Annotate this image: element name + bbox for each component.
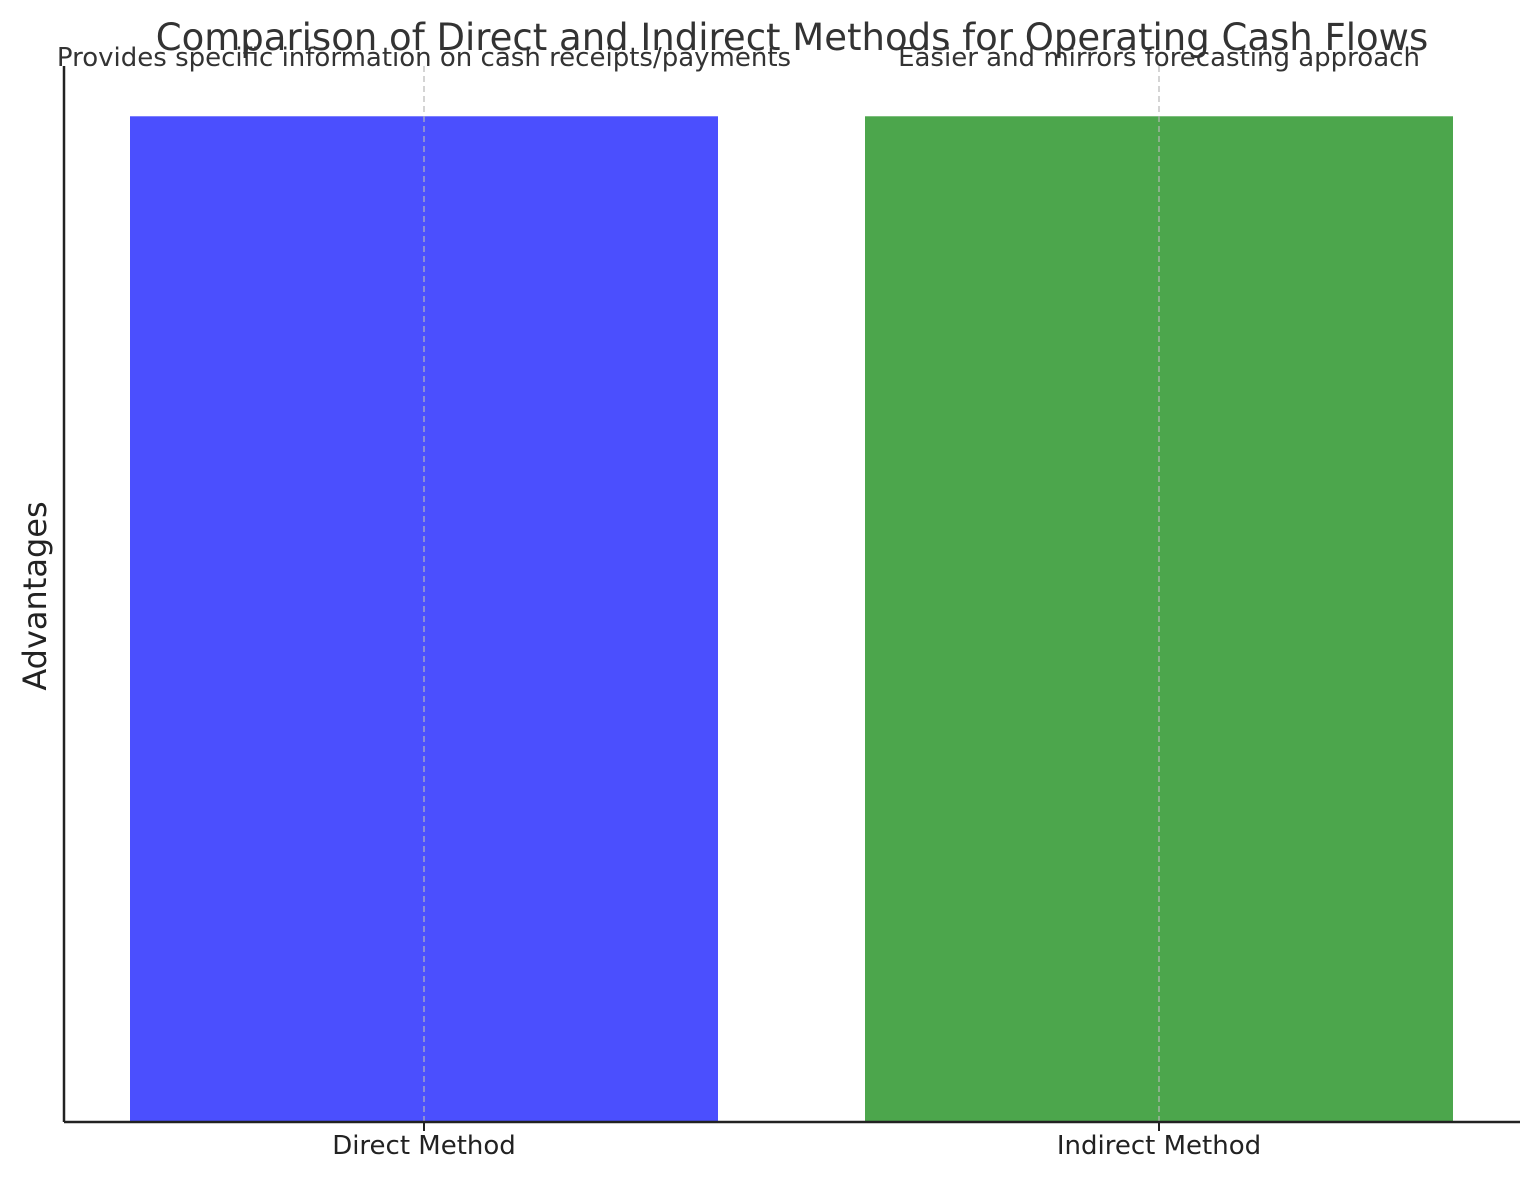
x-tick-label-0: Direct Method <box>332 1131 516 1161</box>
y-axis-label: Advantages <box>16 501 54 690</box>
grid-layer <box>423 66 1160 1122</box>
bar-annotation-1: Easier and mirrors forecasting approach <box>898 43 1420 73</box>
ticks-layer <box>423 1122 1160 1131</box>
labels-layer: Direct Method Provides specific informati… <box>57 43 1420 1161</box>
x-tick-label-1: Indirect Method <box>1057 1131 1261 1161</box>
bar-annotation-0: Provides specific information on cash re… <box>57 43 791 73</box>
chart-title: Comparison of Direct and Indirect Method… <box>156 16 1428 59</box>
bars-layer <box>130 116 1453 1123</box>
axes-layer <box>62 66 1520 1124</box>
